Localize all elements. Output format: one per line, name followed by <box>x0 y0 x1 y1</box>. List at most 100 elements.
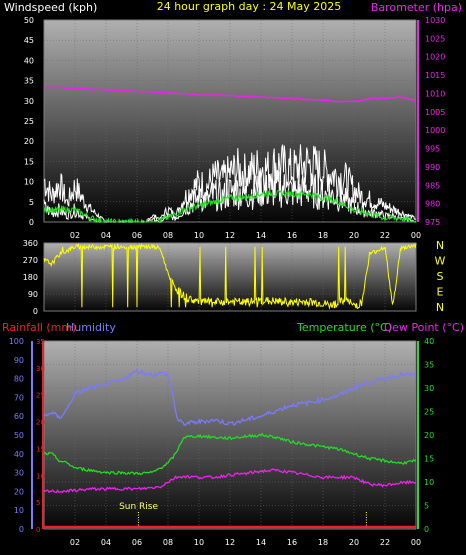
temperature-tick-label: 0 <box>424 525 429 534</box>
temperature-tick-label: 5 <box>424 502 429 511</box>
temperature-tick-label: 20 <box>424 431 434 440</box>
dew_point-line <box>43 468 417 494</box>
temperature-x-tick-labels: 02 04 06 08 10 12 14 16 18 20 22 00 <box>70 538 421 547</box>
wind-x-tick-label: 14 <box>256 231 266 240</box>
wind-x-tick-label: 08 <box>163 231 173 240</box>
wind-x-tick-label: 22 <box>380 231 390 240</box>
temperature-x-tick-label: 12 <box>225 538 235 547</box>
rainfall-tick-label: 20 <box>36 419 45 427</box>
temperature-tick-label: 30 <box>424 384 434 393</box>
windspeed-tick-label: 50 <box>24 16 34 25</box>
windspeed-tick-label: 40 <box>24 56 34 65</box>
compass-label: N <box>436 239 444 252</box>
wind-x-tick-label: 12 <box>225 231 235 240</box>
sunrise-label: Sun Rise <box>119 502 158 512</box>
barometer-tick-label: 995 <box>425 145 440 154</box>
direction-tick-label: 0 <box>33 307 38 316</box>
humidity-axis-label: Humidity <box>66 321 116 334</box>
barometer-tick-label: 985 <box>425 181 440 190</box>
temperature-x-tick-label: 20 <box>349 538 359 547</box>
direction-panel-grid <box>44 242 417 312</box>
rainfall-tick-label: 35 <box>36 338 45 346</box>
humidity-tick-label: 90 <box>14 356 24 365</box>
temperature-tick-label: 15 <box>424 455 434 464</box>
sunrise-annotation: Sun Rise <box>119 502 367 527</box>
wind-series-group <box>43 85 417 224</box>
compass-label: E <box>437 286 444 299</box>
temperature-x-tick-label: 14 <box>256 538 266 547</box>
barometer-line <box>43 85 417 103</box>
humidity-tick-label: 80 <box>14 375 24 384</box>
chart-title: 24 hour graph day : 24 May 2025 <box>157 0 342 13</box>
wind_direction-line <box>43 242 417 310</box>
barometer-axis-label: Barometer (hpa) <box>371 1 462 14</box>
temperature-x-tick-label: 06 <box>132 538 142 547</box>
windspeed-tick-label: 45 <box>24 36 34 45</box>
wind_speed-line <box>43 169 416 223</box>
rainfall-tick-labels: 0 5 10 15 20 25 30 35 <box>36 338 45 534</box>
humidity-tick-label: 60 <box>14 412 24 421</box>
wind-x-tick-label: 20 <box>349 231 359 240</box>
wind-x-tick-label: 00 <box>411 231 421 240</box>
temperature-tick-label: 35 <box>424 361 434 370</box>
direction-series-group <box>43 242 417 310</box>
wind-x-tick-label: 02 <box>70 231 80 240</box>
compass-label: S <box>437 270 444 283</box>
windspeed-tick-label: 35 <box>24 77 34 86</box>
temperature-x-tick-label: 16 <box>287 538 297 547</box>
wind_average-line <box>43 189 417 224</box>
wind-x-tick-label: 10 <box>194 231 204 240</box>
barometer-tick-label: 1005 <box>425 108 445 117</box>
wind-x-tick-label: 16 <box>287 231 297 240</box>
temperature-x-tick-label: 04 <box>101 538 111 547</box>
direction-tick-labels: 0 90 180 270 360 <box>23 239 38 316</box>
compass-label: W <box>435 255 446 268</box>
rainfall-tick-label: 25 <box>36 392 45 400</box>
humidity-tick-label: 40 <box>14 450 24 459</box>
barometer-tick-label: 1010 <box>425 89 445 98</box>
temperature-series-group <box>43 367 417 529</box>
rainfall-axis-label: Rainfall (mm) <box>2 321 76 334</box>
barometer-tick-label: 980 <box>425 200 440 209</box>
windspeed-tick-label: 5 <box>29 198 34 207</box>
temperature-tick-label: 40 <box>424 337 434 346</box>
humidity-tick-label: 0 <box>19 525 24 534</box>
windspeed-tick-label: 20 <box>24 137 34 146</box>
temperature-x-tick-label: 00 <box>411 538 421 547</box>
wind-x-tick-label: 18 <box>318 231 328 240</box>
humidity-tick-label: 10 <box>14 506 24 515</box>
direction-tick-label: 360 <box>23 239 38 248</box>
windspeed-tick-label: 30 <box>24 97 34 106</box>
windspeed-tick-label: 0 <box>29 218 34 227</box>
direction-tick-label: 180 <box>23 273 38 282</box>
humidity-tick-label: 70 <box>14 393 24 402</box>
barometer-tick-label: 975 <box>425 218 440 227</box>
windspeed-tick-label: 25 <box>24 117 34 126</box>
barometer-tick-label: 1030 <box>425 16 445 25</box>
humidity-tick-label: 20 <box>14 487 24 496</box>
wind-x-tick-label: 04 <box>101 231 111 240</box>
humidity-tick-label: 30 <box>14 469 24 478</box>
rainfall-tick-label: 10 <box>36 472 45 480</box>
barometer-tick-labels: 975 980 985 990 995 1000 1005 1010 1015 1020 1025 1… <box>425 16 445 227</box>
rainfall-tick-label: 30 <box>36 365 45 373</box>
barometer-tick-label: 990 <box>425 163 440 172</box>
windspeed-tick-label: 10 <box>24 178 34 187</box>
wind-x-tick-labels: 02 04 06 08 10 12 14 16 18 20 22 00 <box>70 231 421 240</box>
direction-tick-label: 90 <box>28 290 38 299</box>
humidity-tick-labels: 0 10 20 30 40 50 60 70 80 90 100 <box>9 337 24 534</box>
rainfall-tick-label: 15 <box>36 445 45 453</box>
direction-tick-label: 270 <box>23 256 38 265</box>
temperature-tick-label: 25 <box>424 408 434 417</box>
temperature-x-tick-label: 18 <box>318 538 328 547</box>
humidity-tick-label: 50 <box>14 431 24 440</box>
windspeed-axis-label: Windspeed (kph) <box>4 1 97 14</box>
rainfall-tick-label: 0 <box>36 526 40 534</box>
temperature-tick-label: 10 <box>424 478 434 487</box>
windspeed-tick-labels: 0 5 10 15 20 25 30 35 40 45 50 <box>24 16 34 227</box>
barometer-tick-label: 1020 <box>425 53 445 62</box>
temperature-axis-label: Temperature (°C) <box>296 321 392 334</box>
temperature-x-tick-label: 02 <box>70 538 80 547</box>
